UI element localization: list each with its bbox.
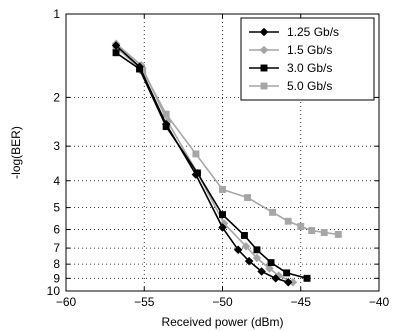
x-tick-label: −50 (212, 295, 233, 309)
data-point (267, 259, 275, 267)
y-axis-label: -log(BER) (9, 126, 23, 179)
plot-series (111, 39, 342, 287)
data-point (269, 208, 277, 216)
legend-item: 1.25 Gb/s (249, 25, 339, 39)
data-point (112, 49, 120, 57)
data-point (240, 231, 248, 239)
data-point (244, 256, 254, 266)
data-point (283, 277, 293, 287)
legend-item: 3.0 Gb/s (249, 61, 332, 75)
data-point (303, 274, 311, 282)
data-point (334, 231, 342, 238)
legend-label: 1.25 Gb/s (287, 25, 339, 39)
legend-marker (260, 82, 268, 90)
legend-marker (259, 27, 269, 37)
data-point (219, 211, 226, 219)
legend-label: 5.0 Gb/s (287, 79, 332, 93)
x-tick-label: −60 (56, 295, 77, 309)
y-tick-label: 2 (53, 90, 60, 104)
legend-item: 1.5 Gb/s (249, 43, 332, 57)
x-axis-label: Received power (dBm) (161, 315, 283, 329)
data-point (244, 194, 251, 202)
y-tick-label: 5 (53, 201, 60, 215)
legend-label: 1.5 Gb/s (287, 43, 332, 57)
data-point (265, 264, 274, 273)
data-point (194, 169, 201, 177)
x-tick-label: −45 (291, 295, 312, 309)
series-3-0-gb-s (112, 49, 311, 282)
data-point (233, 245, 243, 255)
y-tick-label: 4 (53, 174, 60, 188)
y-tick-label: 1 (53, 7, 60, 21)
series-line (115, 44, 289, 284)
y-tick-label: 10 (47, 284, 61, 298)
legend-item: 5.0 Gb/s (249, 79, 332, 93)
data-point (271, 273, 281, 283)
data-point (162, 110, 170, 118)
data-point (308, 227, 316, 234)
series-line (115, 52, 308, 280)
data-point (218, 223, 227, 232)
y-tick-label: 6 (53, 223, 60, 237)
x-tick-label: −55 (134, 295, 155, 309)
data-point (241, 242, 251, 251)
data-point (136, 65, 144, 73)
y-tick-label: 3 (53, 139, 60, 153)
data-point (320, 229, 328, 236)
y-tick-label: 8 (53, 257, 60, 271)
y-tick-label: 7 (53, 241, 60, 255)
data-point (219, 186, 226, 193)
legend-label: 3.0 Gb/s (287, 61, 332, 75)
legend: 1.25 Gb/s 1.5 Gb/s 3.0 Gb/s 5.0 Gb/s (240, 17, 375, 101)
data-point (252, 253, 262, 263)
data-point (257, 267, 266, 276)
data-point (162, 123, 170, 131)
y-tick-label: 9 (53, 271, 60, 285)
legend-marker (260, 64, 268, 72)
legend-marker (259, 45, 269, 55)
data-point (253, 246, 261, 254)
data-point (297, 223, 305, 230)
data-point (283, 269, 291, 277)
data-point (192, 150, 200, 158)
data-point (284, 217, 292, 225)
x-tick-label: −40 (369, 295, 390, 309)
